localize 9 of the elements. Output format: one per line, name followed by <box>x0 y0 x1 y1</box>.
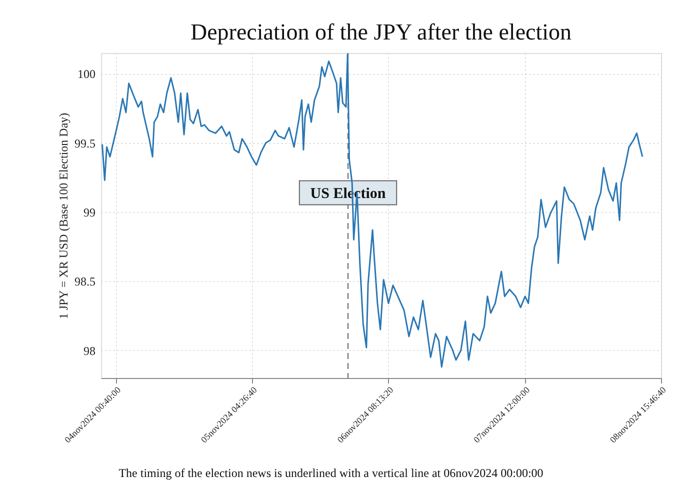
y-axis-title: 1 JPY = XR USD (Base 100 Election Day) <box>56 112 70 320</box>
chart-title: Depreciation of the JPY after the election <box>190 19 572 44</box>
text: The timing of the election news is underlined with a vertical line at 06nov2024 00:00:00 <box>118 466 544 480</box>
y-tick-label: 98.5 <box>74 274 96 289</box>
y-tick-label: 98 <box>84 344 96 358</box>
y-tick-label: 99 <box>84 206 96 220</box>
y-tick-label: 99.5 <box>74 136 96 150</box>
y-tick-label: 100 <box>78 67 96 82</box>
line-series <box>101 54 644 368</box>
